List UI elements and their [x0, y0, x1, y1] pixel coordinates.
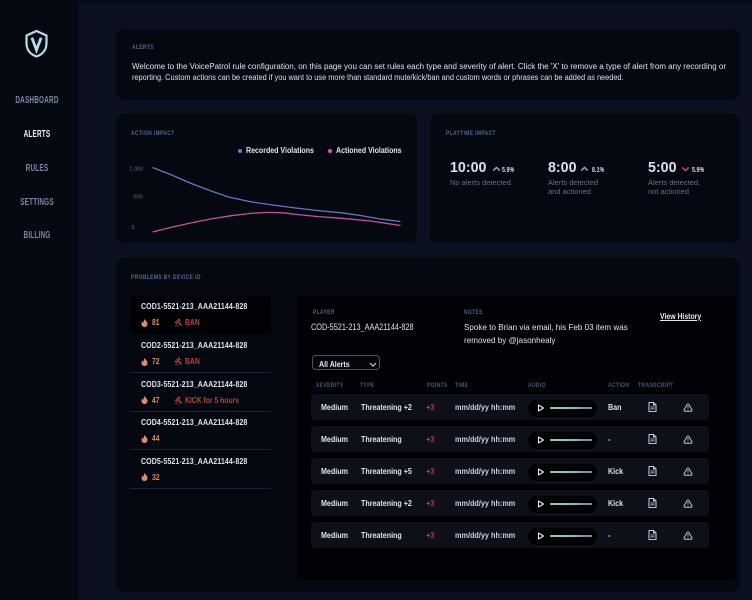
svg-text:0: 0 [131, 225, 134, 231]
svg-text:500: 500 [133, 194, 142, 200]
svg-text:1,000: 1,000 [129, 166, 143, 172]
